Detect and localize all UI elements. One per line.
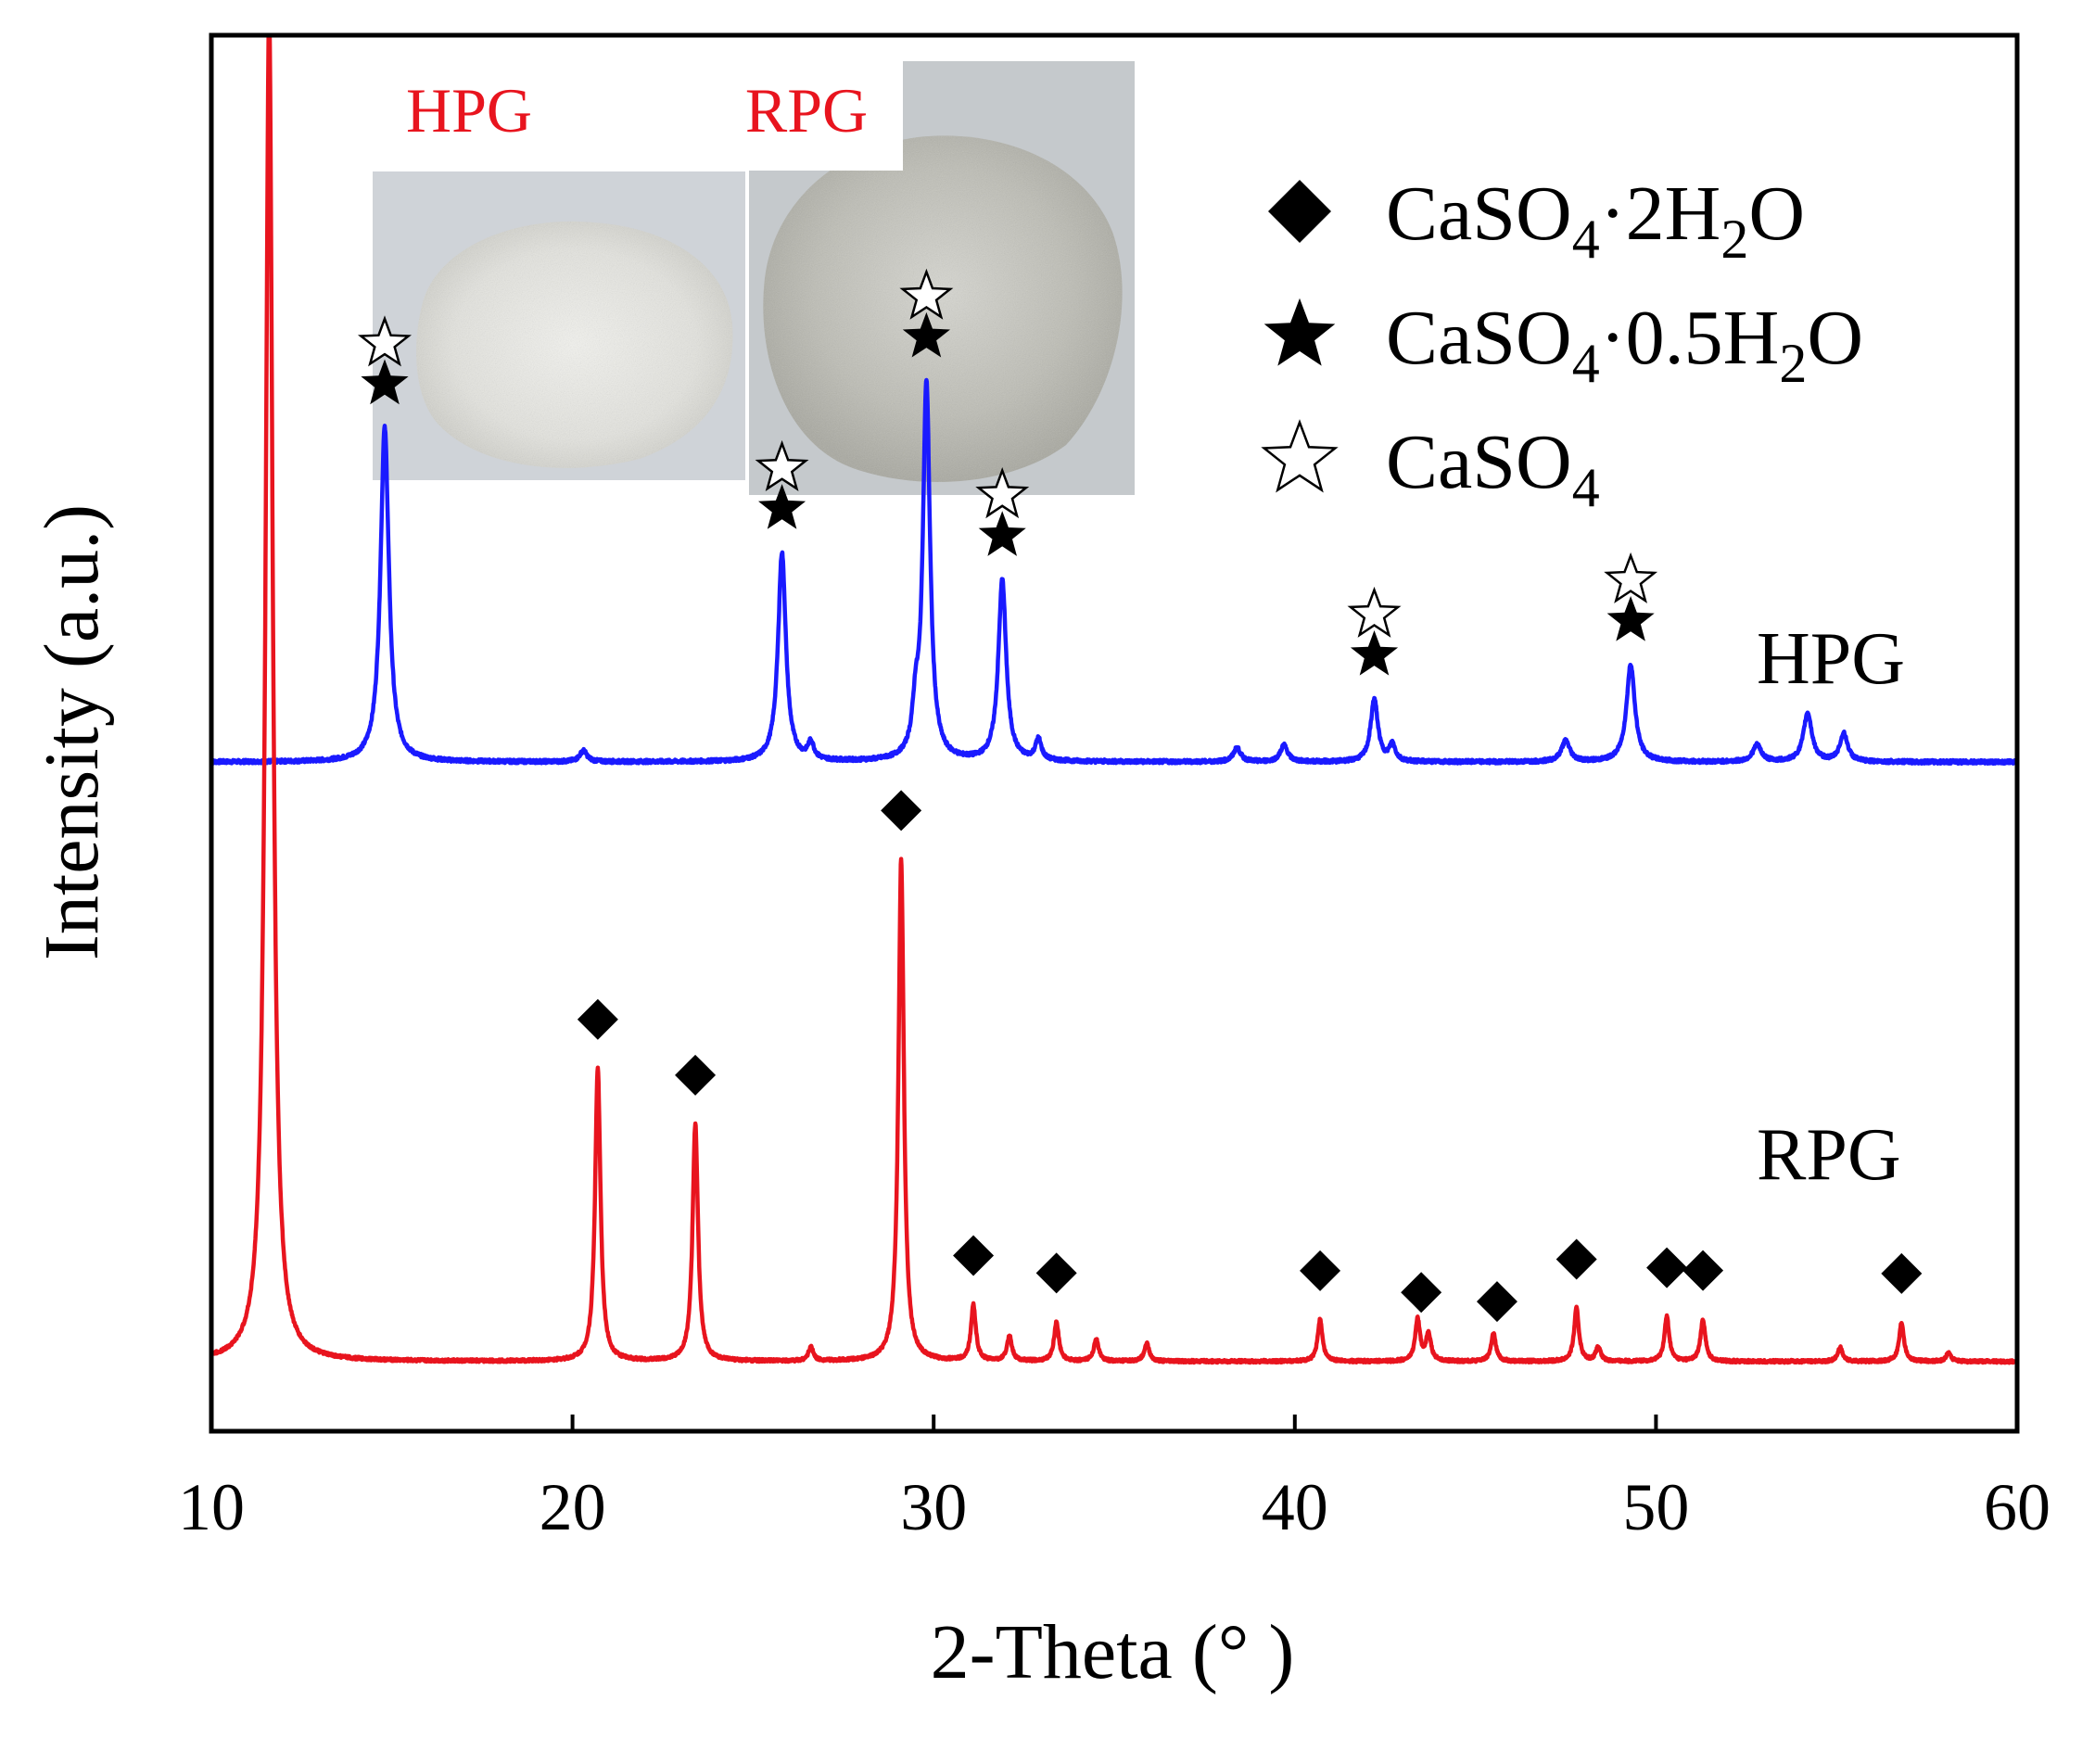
x-tick-label-50: 50: [1622, 1470, 1689, 1544]
peak-marker-diamond-23-4: [675, 1054, 717, 1096]
inset-label-box-hpg: [373, 61, 565, 171]
peak-marker-open-star-25-8: [755, 439, 809, 491]
legend-entry-hemihydrate-end: O: [1807, 295, 1863, 381]
peak-marker-diamond-31-1: [953, 1235, 995, 1276]
peak-marker-open-star-49-3: [1604, 552, 1658, 603]
legend-entry-hemihydrate-sub2: 2: [1779, 333, 1807, 394]
peak-marker-diamond-33-4: [1035, 1252, 1077, 1294]
x-tick-label-60: 60: [1984, 1470, 2051, 1544]
hpg-powder-grain: [416, 221, 733, 468]
legend-entry-dihydrate-sub1: 4: [1572, 209, 1600, 270]
rpg-powder-grain: [763, 135, 1123, 482]
inset-photos: HPG RPG: [373, 61, 1135, 495]
series-line-hpg: [211, 377, 2016, 767]
legend-entry-hemihydrate-main: CaSO: [1386, 295, 1572, 381]
legend-entry-anhydrite-main: CaSO: [1386, 419, 1572, 505]
peak-marker-diamond-56-8: [1881, 1252, 1923, 1294]
peak-marker-diamond-45-6: [1476, 1281, 1517, 1323]
peak-marker-diamond-50-3: [1646, 1247, 1688, 1288]
legend-entry-anhydrite: CaSO4: [1386, 419, 1600, 518]
inset-label-hpg: HPG: [406, 75, 532, 146]
inset-label-rpg: RPG: [745, 75, 868, 146]
plot-area: [211, 37, 2016, 1365]
phase-markers: [357, 268, 1923, 1323]
legend-symbol-open-star: [1261, 419, 1339, 493]
legend-marker-filled-star: [1263, 298, 1336, 366]
peak-marker-diamond-40-7: [1300, 1250, 1341, 1291]
peak-marker-filled-star-49-3: [1606, 596, 1655, 641]
peak-marker-diamond-51-3: [1682, 1250, 1724, 1291]
x-axis-ticks: 10 20 30 40 50 60: [178, 1415, 2051, 1544]
legend-symbol-filled-star: [1263, 298, 1336, 366]
legend-entry-anhydrite-sub1: 4: [1572, 457, 1600, 518]
peak-marker-diamond-47-8: [1555, 1238, 1597, 1280]
x-tick-label-20: 20: [540, 1470, 606, 1544]
legend-entry-hemihydrate: CaSO4·0.5H2O: [1386, 295, 1863, 394]
legend-marker-open-star: [1261, 419, 1339, 493]
peak-marker-open-star-14-8: [357, 315, 413, 367]
peak-marker-open-star-29-8: [899, 268, 954, 320]
inset-photo-hpg: [373, 171, 745, 480]
legend-entry-dihydrate-mid: ·2H: [1600, 171, 1721, 257]
peak-marker-diamond-20-7: [577, 998, 618, 1040]
peak-marker-open-star-42-2: [1347, 586, 1402, 638]
legend-entry-hemihydrate-sub1: 4: [1572, 333, 1600, 394]
peak-marker-filled-star-14-8: [361, 359, 409, 405]
legend-entry-dihydrate-sub2: 2: [1720, 209, 1748, 270]
peak-marker-diamond-43-5: [1401, 1272, 1442, 1313]
peak-marker-open-star-31-9: [975, 467, 1030, 519]
inset-photo-rpg: [749, 61, 1135, 495]
peak-marker-filled-star-29-8: [902, 311, 950, 358]
peak-marker-filled-star-25-8: [758, 484, 806, 529]
legend-entry-dihydrate-end: O: [1748, 171, 1805, 257]
series-line-rpg: [211, 37, 2016, 1365]
y-axis-title: Intensity (a.u.): [29, 504, 115, 960]
x-tick-label-10: 10: [178, 1470, 245, 1544]
legend-entry-dihydrate: CaSO4·2H2O: [1386, 171, 1805, 270]
x-tick-label-40: 40: [1262, 1470, 1328, 1544]
legend: CaSO4·2H2O CaSO4·0.5H2O CaSO4: [1261, 171, 1863, 518]
x-tick-label-30: 30: [900, 1470, 967, 1544]
series-label-rpg: RPG: [1757, 1114, 1901, 1196]
peak-marker-filled-star-42-2: [1350, 630, 1399, 676]
series-label-hpg: HPG: [1757, 618, 1905, 700]
peak-marker-diamond-29-1: [881, 790, 922, 831]
inset-label-box-rpg: [710, 61, 903, 171]
peak-marker-filled-star-31-9: [978, 511, 1026, 556]
legend-entry-hemihydrate-mid: ·0.5H: [1600, 295, 1780, 381]
legend-symbol-diamond: [1268, 180, 1331, 243]
plot-frame: [209, 32, 2020, 1434]
x-axis-title: 2-Theta (° ): [931, 1609, 1295, 1695]
legend-marker-diamond: [1268, 180, 1331, 243]
legend-entry-dihydrate-main: CaSO: [1386, 171, 1572, 257]
